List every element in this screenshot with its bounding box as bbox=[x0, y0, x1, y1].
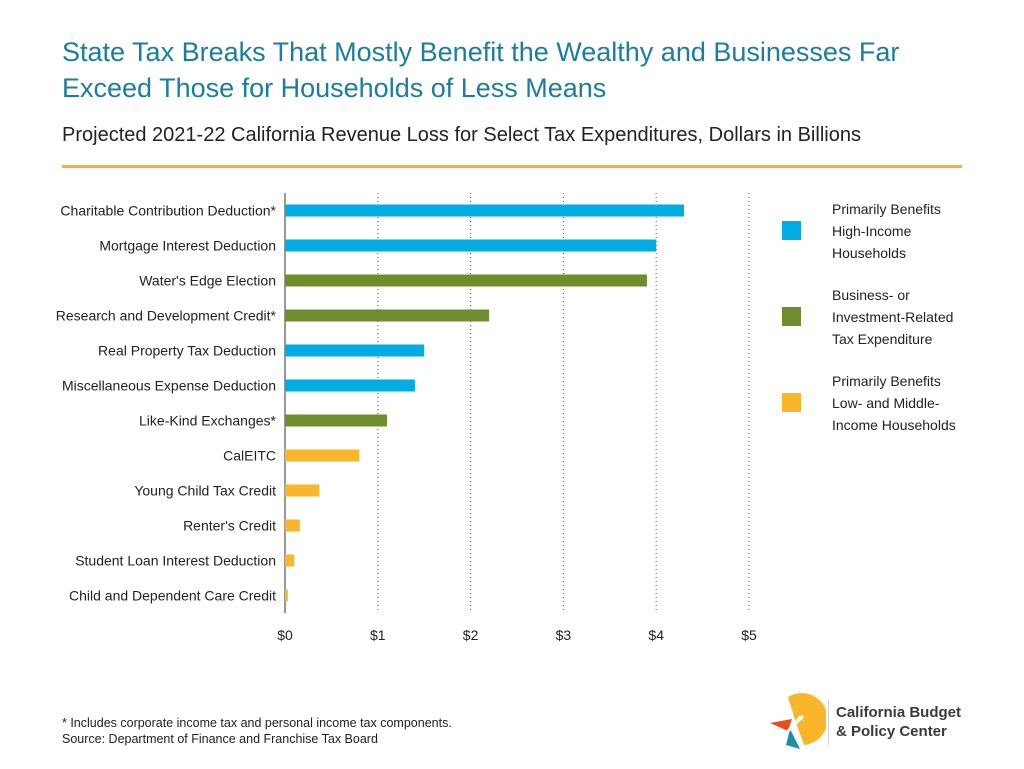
x-tick-label: $1 bbox=[370, 627, 386, 643]
legend-swatch-business bbox=[782, 307, 801, 326]
category-label: Water's Edge Election bbox=[139, 273, 276, 289]
legend-swatch-high-income bbox=[782, 221, 801, 240]
x-tick-label: $4 bbox=[648, 627, 664, 643]
category-label: CalEITC bbox=[223, 448, 276, 464]
bar bbox=[285, 274, 647, 287]
bar bbox=[285, 204, 685, 217]
bar bbox=[285, 554, 295, 567]
category-label: Miscellaneous Expense Deduction bbox=[62, 378, 276, 394]
category-label: Renter's Credit bbox=[183, 518, 276, 534]
bar bbox=[285, 239, 657, 252]
footnote: * Includes corporate income tax and pers… bbox=[62, 715, 452, 747]
logo-text-line2: & Policy Center bbox=[836, 723, 947, 740]
org-logo: California Budget & Policy Center bbox=[766, 693, 986, 753]
legend-item-high-income: Primarily Benefits High-Income Household… bbox=[782, 198, 1002, 284]
category-label: Like-Kind Exchanges* bbox=[139, 413, 277, 429]
x-tick-label: $0 bbox=[277, 627, 293, 643]
bar bbox=[285, 449, 360, 462]
legend-label-low-middle: Primarily Benefits Low- and Middle- Inco… bbox=[832, 373, 956, 433]
bar bbox=[285, 519, 300, 532]
legend-label-high-income: Primarily Benefits High-Income Household… bbox=[832, 201, 941, 261]
bar bbox=[285, 414, 388, 427]
logo-divider bbox=[828, 699, 829, 745]
category-label: Student Loan Interest Deduction bbox=[75, 553, 276, 569]
category-label: Mortgage Interest Deduction bbox=[99, 238, 276, 254]
logo-mark-icon bbox=[770, 693, 828, 749]
bar bbox=[285, 484, 320, 497]
logo-text: California Budget & Policy Center bbox=[836, 703, 961, 741]
legend-item-business: Business- or Investment-Related Tax Expe… bbox=[782, 284, 1002, 370]
category-label: Young Child Tax Credit bbox=[134, 483, 276, 499]
category-label: Real Property Tax Deduction bbox=[98, 343, 276, 359]
title-divider bbox=[62, 165, 962, 168]
category-label: Research and Development Credit* bbox=[56, 308, 277, 324]
x-tick-label: $2 bbox=[463, 627, 479, 643]
bar bbox=[285, 309, 490, 322]
chart-subtitle: Projected 2021-22 California Revenue Los… bbox=[62, 124, 861, 146]
x-tick-label: $5 bbox=[741, 627, 757, 643]
bar bbox=[285, 379, 415, 392]
bar bbox=[285, 589, 288, 602]
footnote-source: Source: Department of Finance and Franch… bbox=[62, 732, 378, 746]
legend-label-business: Business- or Investment-Related Tax Expe… bbox=[832, 287, 954, 347]
category-label: Charitable Contribution Deduction* bbox=[60, 203, 276, 219]
footnote-note: * Includes corporate income tax and pers… bbox=[62, 716, 452, 730]
x-tick-label: $3 bbox=[556, 627, 572, 643]
chart-title: State Tax Breaks That Mostly Benefit the… bbox=[62, 37, 900, 103]
logo-text-line1: California Budget bbox=[836, 704, 962, 721]
legend: Primarily Benefits High-Income Household… bbox=[782, 198, 1002, 456]
legend-item-low-middle: Primarily Benefits Low- and Middle- Inco… bbox=[782, 370, 1002, 456]
bar bbox=[285, 344, 425, 357]
legend-swatch-low-middle bbox=[782, 393, 801, 412]
category-label: Child and Dependent Care Credit bbox=[69, 588, 276, 604]
